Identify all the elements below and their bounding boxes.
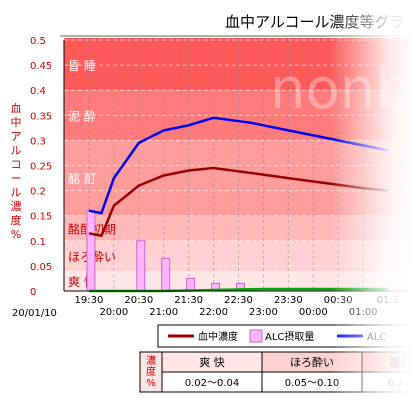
zone-label: 酩 酊 bbox=[68, 171, 96, 186]
x-tick-label-top: 19:30 bbox=[75, 295, 104, 306]
y-tick-label: 0.3 bbox=[30, 136, 46, 147]
y-tick-label: 0.4 bbox=[30, 86, 46, 97]
legend-label: ALC bbox=[367, 332, 386, 343]
zone-table: 濃度% 爽 快 0.02〜0.04 ほろ酔い 0.05〜0.10 酩酊初期 0.11〜0.1 bbox=[139, 351, 413, 393]
y-tick-label: 0.25 bbox=[30, 162, 52, 173]
x-tick-label-bottom: 22:00 bbox=[199, 307, 228, 318]
y-axis-title-char: 血 bbox=[11, 101, 22, 115]
y-tick-label: 0.05 bbox=[30, 262, 52, 273]
y-axis-title-char: ル bbox=[11, 144, 22, 157]
y-axis-title-char: ー bbox=[11, 172, 22, 185]
table-side-label-char: 濃 bbox=[146, 354, 156, 367]
x-tick-label-bottom: 20:00 bbox=[99, 307, 128, 318]
y-tick-label: 0.2 bbox=[30, 187, 46, 198]
y-tick-label: 0.1 bbox=[30, 237, 46, 248]
table-header-label: 爽 快 bbox=[199, 356, 225, 369]
alc-intake-bar bbox=[186, 277, 196, 292]
y-tick-label: 0.15 bbox=[30, 212, 52, 223]
y-axis-title-char: ア bbox=[11, 130, 22, 143]
legend-swatch-box bbox=[249, 329, 263, 343]
table-value-label: 0.11〜0.1 bbox=[388, 378, 413, 389]
y-axis-title-char: 度 bbox=[11, 213, 22, 227]
table-side-label-char: 度 bbox=[146, 365, 156, 378]
y-tick-label: 0.35 bbox=[30, 111, 52, 122]
x-tick-label-top: 00:30 bbox=[324, 295, 353, 306]
alc-intake-bar bbox=[136, 240, 146, 292]
watermark-text: nonbe bbox=[270, 57, 413, 122]
table-value-label: 0.05〜0.10 bbox=[285, 378, 340, 389]
alc-intake-bar bbox=[161, 257, 171, 292]
table-value-label: 0.02〜0.04 bbox=[185, 378, 240, 389]
zone-label: 昏 睡 bbox=[68, 59, 96, 73]
y-axis-title: 血中アルコール濃度% bbox=[11, 101, 22, 241]
x-tick-label-top: 23:30 bbox=[274, 295, 303, 306]
chart-title: 血中アルコール濃度等グラフ bbox=[225, 13, 413, 31]
y-axis-title-char: 濃 bbox=[11, 199, 22, 213]
x-tick-label-bottom: 21:00 bbox=[149, 307, 178, 318]
legend-label: ALC摂取量 bbox=[265, 330, 314, 343]
date-label: 20/01/10 bbox=[12, 308, 57, 319]
alc-intake-bar bbox=[86, 210, 96, 292]
y-tick-label: 0.5 bbox=[30, 36, 46, 47]
table-side-label-char: % bbox=[146, 378, 156, 389]
y-axis-title-char: コ bbox=[11, 158, 22, 171]
zone-label: 泥 酔 bbox=[68, 108, 96, 123]
x-tick-labels: 19:30 20:30 21:30 22:30 23:30 00:30 01:3 20:00 2… bbox=[75, 295, 400, 318]
legend: 血中濃度 ALC摂取量 ALC bbox=[157, 324, 413, 348]
table-header-label: ほろ酔い bbox=[290, 355, 334, 369]
zone-band-top bbox=[64, 38, 413, 40]
x-tick-label-bottom: 23:00 bbox=[249, 307, 278, 318]
x-tick-label-top: 20:30 bbox=[124, 295, 153, 306]
legend-label: 血中濃度 bbox=[198, 330, 238, 343]
x-tick-label-bottom: 01:00 bbox=[349, 307, 378, 318]
y-tick-label: 0 bbox=[30, 287, 36, 298]
y-axis-title-char: 中 bbox=[11, 116, 22, 129]
plot-area: nonbe爽 快ほろ酔い酩酊初期酩 酊泥 酔昏 睡 bbox=[63, 38, 413, 293]
y-axis-title-char: ル bbox=[11, 186, 22, 199]
table-header-label: 酩酊初期 bbox=[390, 355, 413, 369]
x-tick-label-top: 22:30 bbox=[224, 295, 253, 306]
y-tick-label: 0.45 bbox=[30, 61, 52, 72]
x-tick-label-bottom: 00:00 bbox=[299, 307, 328, 318]
x-tick-label-top: 01:3 bbox=[377, 295, 399, 306]
y-tick-labels: 0 0.05 0.1 0.15 0.2 0.25 0.3 0.35 0.4 0.45 0.5 bbox=[30, 36, 52, 298]
x-tick-label-top: 21:30 bbox=[174, 295, 203, 306]
y-axis-title-char: % bbox=[11, 228, 21, 241]
